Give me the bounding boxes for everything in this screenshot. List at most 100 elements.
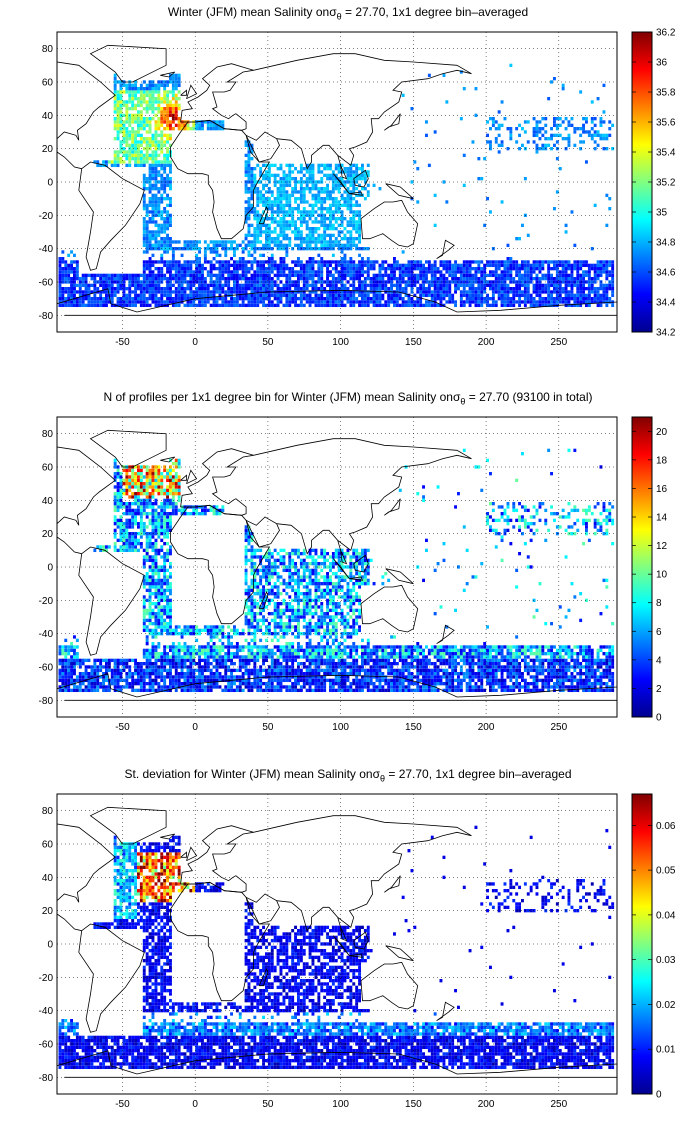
data-cell [142,233,146,238]
data-cell [195,293,199,298]
data-cell [358,283,362,288]
data-cell [148,240,152,244]
data-cell [139,297,143,301]
data-cell [433,130,437,134]
data-cell [419,270,423,274]
data-cell [439,300,443,304]
data-cell [119,297,123,301]
data-cell [372,183,376,188]
data-cell [311,167,315,171]
data-cell [186,270,190,274]
data-cell [160,117,164,121]
data-cell [395,678,399,683]
data-cell [110,290,114,294]
data-cell [302,287,306,291]
data-cell [250,233,254,238]
data-cell [180,283,184,288]
data-cell [209,273,213,278]
data-cell [439,682,443,686]
data-cell [477,260,481,264]
data-cell [547,682,551,686]
data-cell [611,688,615,693]
data-cell [148,197,152,201]
data-cell [390,287,394,291]
data-cell [553,77,556,81]
data-cell [361,675,364,679]
data-cell [247,147,251,151]
data-cell [433,270,437,274]
data-cell [570,117,574,121]
data-cell [305,300,309,304]
data-cell [314,203,318,208]
data-cell [247,177,251,181]
data-cell [244,287,248,291]
data-cell [279,193,283,198]
data-cell [145,87,149,91]
data-cell [544,685,548,689]
data-cell [160,97,164,101]
data-cell [273,297,277,301]
data-cell [366,283,370,288]
data-cell [491,293,495,298]
data-cell [494,120,498,124]
data-cell [387,678,391,683]
data-cell [497,133,501,138]
data-cell [125,277,129,281]
data-cell [477,277,481,281]
data-cell [73,270,76,274]
data-cell [451,678,455,683]
data-cell [206,123,210,128]
data-cell [500,273,504,278]
data-cell [215,283,219,288]
data-cell [393,273,396,278]
data-cell [145,243,149,248]
data-cell [366,685,370,689]
data-cell [340,675,344,679]
data-cell [142,97,146,101]
data-cell [67,287,71,291]
data-cell [419,293,423,298]
data-cell [116,127,120,131]
data-cell [244,217,248,221]
data-cell [160,197,164,201]
data-cell [410,263,414,268]
data-cell [259,197,263,201]
data-cell [602,300,606,304]
data-cell [221,273,225,278]
data-cell [113,90,117,94]
data-cell [317,187,321,191]
data-cell [430,682,434,686]
data-cell [361,257,364,261]
data-cell [535,123,539,128]
data-cell [142,273,146,278]
data-cell [451,293,455,298]
data-cell [166,675,170,679]
data-cell [102,682,106,686]
data-cell [148,290,152,294]
data-cell [218,263,222,268]
data-cell [570,297,574,301]
data-cell [186,260,190,264]
data-cell [279,177,283,181]
data-cell [448,267,452,271]
data-cell [137,87,140,91]
data-cell [573,678,577,683]
data-cell [538,260,542,264]
data-cell [570,682,574,686]
data-cell [154,682,158,686]
data-cell [131,97,135,101]
data-cell [480,303,484,308]
data-cell [218,260,222,264]
data-cell [445,277,449,281]
data-cell [145,223,149,228]
data-cell [462,287,466,291]
data-cell [343,170,347,174]
data-cell [134,300,138,304]
data-cell [570,290,574,294]
data-cell [544,277,548,281]
data-cell [509,267,513,271]
data-cell [134,280,138,284]
data-cell [116,672,120,676]
data-cell [270,257,274,261]
data-cell [451,682,455,686]
